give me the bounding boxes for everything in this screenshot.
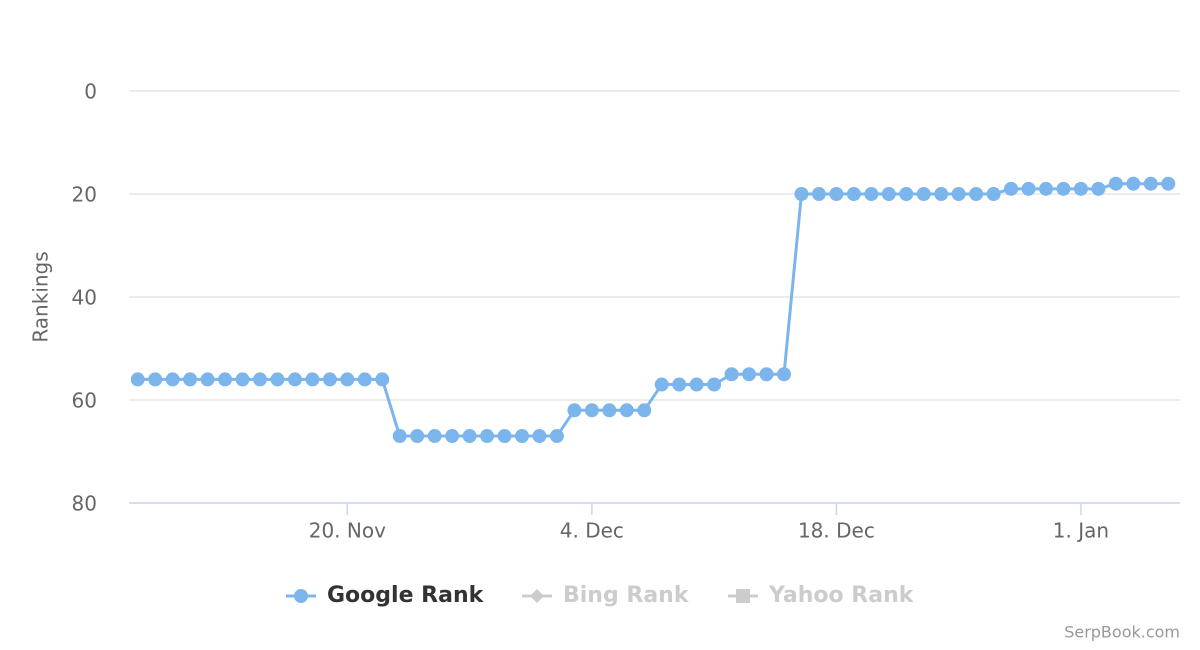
point-marker bbox=[375, 372, 390, 387]
point-marker bbox=[724, 367, 739, 382]
y-tick-label: 60 bbox=[72, 389, 97, 413]
legend-symbol bbox=[736, 589, 750, 603]
point-marker bbox=[1004, 181, 1019, 196]
point-marker bbox=[165, 372, 180, 387]
point-marker bbox=[794, 187, 809, 201]
point-marker bbox=[916, 187, 931, 201]
y-tick-label: 20 bbox=[72, 183, 97, 207]
legend-item[interactable]: Yahoo Rank bbox=[728, 583, 915, 608]
point-marker bbox=[584, 403, 599, 418]
point-marker bbox=[183, 372, 198, 387]
point-marker bbox=[410, 429, 425, 444]
point-marker bbox=[235, 372, 250, 387]
point-marker bbox=[1021, 181, 1036, 196]
point-marker bbox=[427, 429, 442, 444]
point-marker bbox=[1126, 176, 1141, 191]
point-marker bbox=[619, 403, 634, 418]
point-marker bbox=[759, 367, 774, 382]
x-tick-label: 18. Dec bbox=[798, 519, 875, 543]
point-marker bbox=[846, 187, 861, 201]
x-tick-label: 4. Dec bbox=[560, 519, 624, 543]
point-marker bbox=[1039, 181, 1053, 196]
point-marker bbox=[1091, 181, 1106, 196]
point-marker bbox=[864, 187, 879, 201]
point-marker bbox=[602, 403, 617, 418]
point-marker bbox=[148, 372, 163, 387]
point-marker bbox=[934, 187, 949, 201]
y-tick-label: 80 bbox=[72, 492, 97, 516]
point-marker bbox=[707, 377, 722, 392]
point-marker bbox=[445, 429, 460, 444]
point-marker bbox=[881, 187, 896, 201]
point-marker bbox=[654, 377, 669, 392]
point-marker bbox=[672, 377, 687, 392]
point-marker bbox=[1108, 176, 1123, 191]
point-marker bbox=[497, 429, 512, 444]
credits: SerpBook.com bbox=[1064, 623, 1180, 642]
series-line bbox=[137, 182, 1169, 438]
legend-item[interactable]: Bing Rank bbox=[522, 583, 690, 608]
point-marker bbox=[969, 187, 984, 201]
point-marker bbox=[340, 372, 355, 387]
y-tick-label: 0 bbox=[84, 80, 97, 104]
point-marker bbox=[549, 429, 564, 444]
legend-label: Google Rank bbox=[327, 583, 485, 608]
point-marker bbox=[130, 372, 145, 387]
point-marker bbox=[829, 187, 844, 201]
point-marker bbox=[270, 372, 285, 387]
y-tick-label: 40 bbox=[72, 286, 97, 310]
point-marker bbox=[392, 429, 407, 444]
legend-symbol bbox=[530, 589, 544, 603]
point-marker bbox=[637, 403, 652, 418]
point-marker bbox=[742, 367, 757, 382]
legend-label: Yahoo Rank bbox=[768, 583, 915, 608]
point-marker bbox=[322, 372, 337, 387]
point-marker bbox=[462, 429, 477, 444]
y-axis-title: Rankings bbox=[29, 251, 53, 342]
point-marker bbox=[951, 187, 966, 201]
point-marker bbox=[777, 367, 791, 382]
point-marker bbox=[986, 187, 1001, 201]
point-marker bbox=[200, 372, 215, 387]
point-marker bbox=[1161, 176, 1176, 191]
point-marker bbox=[532, 429, 547, 444]
point-marker bbox=[567, 403, 582, 418]
legend-label: Bing Rank bbox=[563, 583, 690, 608]
point-marker bbox=[515, 429, 529, 444]
point-marker bbox=[357, 372, 372, 387]
point-marker bbox=[287, 372, 302, 387]
legend-item[interactable]: Google Rank bbox=[286, 583, 485, 608]
point-marker bbox=[811, 187, 826, 201]
point-marker bbox=[305, 372, 320, 387]
x-tick-label: 20. Nov bbox=[309, 519, 386, 543]
point-marker bbox=[689, 377, 704, 392]
point-marker bbox=[1143, 176, 1158, 191]
point-marker bbox=[1056, 181, 1071, 196]
point-marker bbox=[1073, 181, 1088, 196]
point-marker bbox=[253, 372, 267, 387]
point-marker bbox=[480, 429, 495, 444]
legend-symbol bbox=[294, 589, 308, 603]
point-marker bbox=[899, 187, 914, 201]
point-marker bbox=[218, 372, 233, 387]
x-tick-label: 1. Jan bbox=[1053, 519, 1109, 543]
